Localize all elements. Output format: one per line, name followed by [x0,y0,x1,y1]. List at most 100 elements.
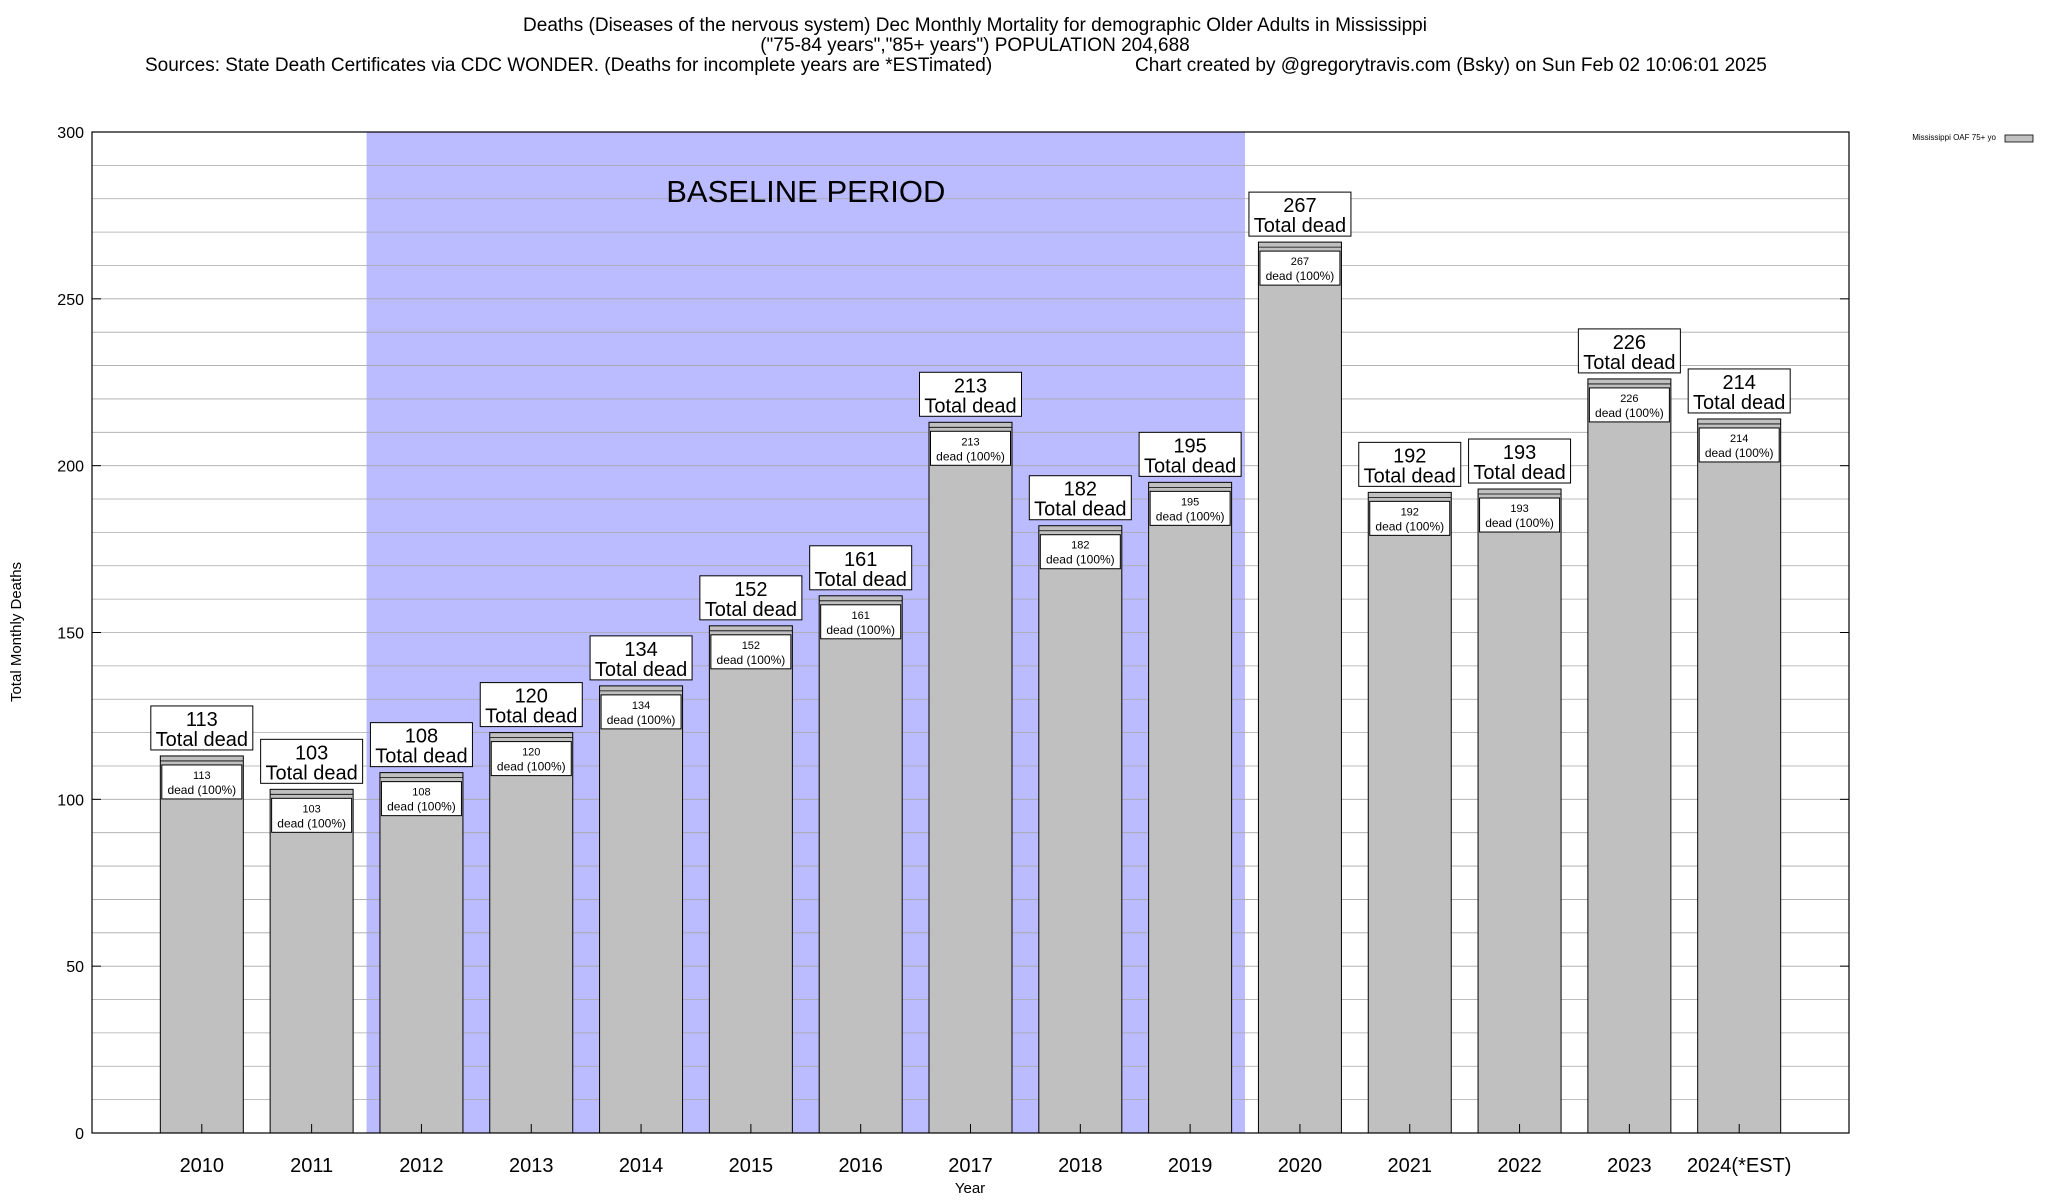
inner-label-box [1149,490,1231,526]
inner-label-value: 192 [1401,506,1419,518]
inner-label-value: 113 [193,770,211,782]
inner-label-value: 103 [302,803,320,815]
inner-label-value: 134 [632,700,650,712]
total-label-value: 195 [1173,435,1206,457]
total-label-value: 213 [954,375,987,397]
x-axis-label: Year [955,1180,985,1197]
x-tick-label: 2020 [1278,1155,1323,1177]
total-label-value: 152 [734,579,767,601]
total-label-box [589,635,693,681]
total-label-box [1577,328,1681,374]
total-label-text: Total dead [705,599,797,621]
inner-label-value: 108 [412,787,430,799]
x-tick-label: 2012 [399,1155,444,1177]
inner-label-value: 214 [1730,433,1748,445]
total-label-box [1248,191,1352,237]
inner-label-box [1698,427,1780,463]
total-label-text: Total dead [1364,465,1456,487]
inner-label-value: 213 [961,436,979,448]
inner-label-box [1259,250,1341,286]
total-label-text: Total dead [485,706,577,728]
x-tick-label: 2011 [290,1155,333,1177]
total-label-box [479,682,583,728]
inner-label-text: dead (100%) [1705,446,1774,460]
x-tick-label: 2010 [180,1155,225,1177]
inner-label-box [271,797,353,833]
total-label-text: Total dead [924,395,1016,417]
bar [928,421,1013,1134]
title-line-3-right: Chart created by @gregorytravis.com (Bsk… [1135,55,1767,76]
title-line-3-left: Sources: State Death Certificates via CD… [145,55,992,76]
inner-label-box [1039,534,1121,570]
inner-label-box [161,764,243,800]
bars [159,241,1782,1134]
inner-label-box [1588,387,1670,423]
inner-label-text: dead (100%) [1485,516,1554,530]
y-tick-label: 250 [57,292,84,309]
total-label-value: 182 [1064,479,1097,501]
x-tick-label: 2021 [1388,1155,1433,1177]
y-tick-label: 50 [66,959,84,976]
total-label-box [260,738,364,784]
total-label-value: 134 [624,639,657,661]
inner-label-box [1479,497,1561,533]
bar [269,788,354,1134]
inner-label-text: dead (100%) [1595,406,1664,420]
title-line-2: ("75-84 years","85+ years") POPULATION 2… [760,35,1190,56]
total-label-value: 120 [515,686,548,708]
total-label-text: Total dead [1144,455,1236,477]
total-label-box [369,722,473,768]
inner-label-text: dead (100%) [826,623,895,637]
x-tick-label: 2017 [948,1155,993,1177]
total-label-text: Total dead [375,746,467,768]
bar [599,685,684,1134]
legend: Mississippi OAF 75+ yo [1912,133,2034,143]
total-label-text: Total dead [1254,215,1346,237]
total-label-box [150,705,254,751]
bar [1367,491,1452,1134]
x-tick-label: 2023 [1607,1155,1652,1177]
baseline-label: BASELINE PERIOD [666,174,945,209]
x-tick-label: 2024(*EST) [1687,1155,1792,1177]
total-label-box [1028,475,1132,521]
total-label-box [919,371,1022,417]
y-tick-label: 0 [75,1126,84,1143]
inner-label-text: dead (100%) [277,816,346,830]
total-label-box [809,545,913,591]
total-label-text: Total dead [156,729,248,751]
total-label-value: 103 [295,742,328,764]
x-tick-label: 2019 [1168,1155,1213,1177]
total-label-value: 113 [186,709,218,731]
inner-label-text: dead (100%) [717,653,786,667]
x-axis: 2010 2011 2012 2013 2014 2015 2016 2017 2018 2019… [180,1124,1792,1177]
total-label-value: 161 [844,549,877,571]
total-label-text: Total dead [1693,392,1785,414]
title-line-1: Deaths (Diseases of the nervous system) … [523,15,1427,36]
inner-label-value: 120 [522,747,540,759]
chart-title: Deaths (Diseases of the nervous system) … [145,15,1767,76]
total-label-value: 108 [405,726,438,748]
y-axis-label: Total Monthly Deaths [8,562,25,702]
inner-label-text: dead (100%) [1046,553,1115,567]
total-label-text: Total dead [815,569,907,591]
total-label-value: 214 [1723,372,1756,394]
bar [708,625,793,1134]
total-label-value: 226 [1613,332,1646,354]
inner-label-box [600,694,682,730]
total-label-text: Total dead [1473,462,1565,484]
bar [489,732,574,1134]
x-tick-label: 2014 [619,1155,664,1177]
inner-label-text: dead (100%) [1156,509,1225,523]
inner-label-value: 193 [1510,503,1528,515]
x-tick-label: 2013 [509,1155,554,1177]
total-label-box [1138,431,1242,477]
bar [379,772,464,1134]
inner-label-box [380,781,462,817]
inner-label-text: dead (100%) [607,713,676,727]
bar [818,595,903,1134]
bar [1587,378,1672,1134]
total-label-text: Total dead [595,659,687,681]
bar [1148,481,1233,1134]
